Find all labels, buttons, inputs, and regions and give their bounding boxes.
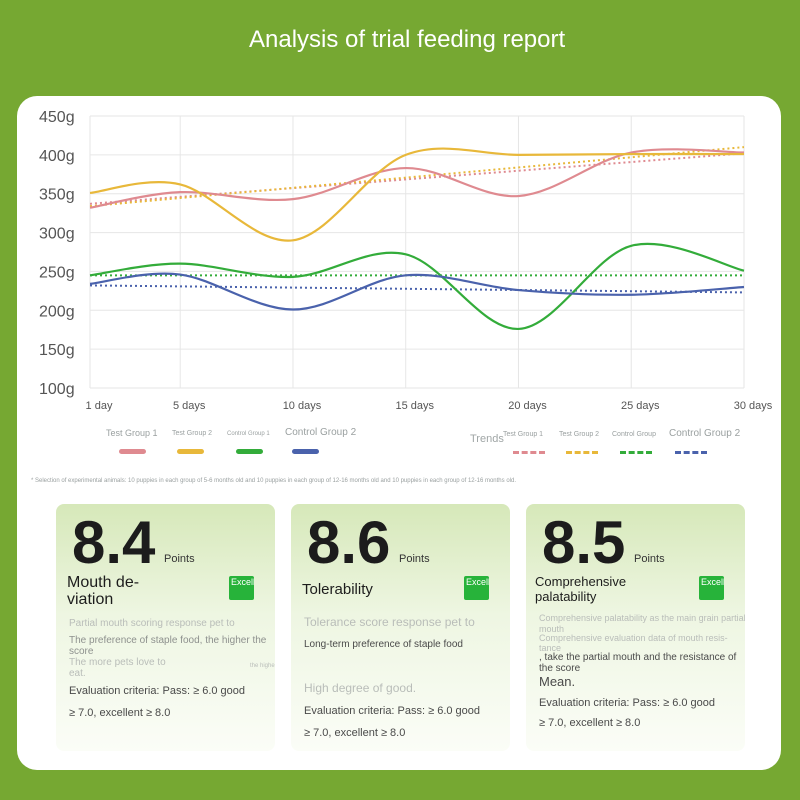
desc-line: Tolerance score response pet to <box>304 615 475 629</box>
series-line <box>89 242 745 331</box>
trend-line <box>89 146 745 208</box>
card-title-line: Comprehensive <box>535 574 627 589</box>
desc-line: tance <box>539 643 562 653</box>
x-tick-label: 5 days <box>173 400 206 412</box>
trend-line <box>89 152 745 205</box>
trend-legend-dash <box>566 451 598 454</box>
legend-swatch <box>177 449 204 454</box>
footnote: * Selection of experimental animals: 10 … <box>31 478 516 484</box>
y-tick-label: 450g <box>39 109 75 126</box>
y-tick-label: 200g <box>39 303 75 320</box>
desc-line: High degree of good. <box>304 681 417 695</box>
page-title: Analysis of trial feeding report <box>249 26 566 53</box>
points-label: Points <box>634 553 665 565</box>
legend-label: Control Group 2 <box>285 427 357 438</box>
legend-swatch <box>119 449 146 454</box>
card-title-line: Mouth de- <box>67 574 140 591</box>
y-tick-label: 150g <box>39 342 75 359</box>
desc-line: score <box>69 646 94 657</box>
trend-legend-label: Test Group 2 <box>559 431 600 438</box>
score-value: 8.5 <box>542 509 626 576</box>
legend-label: Test Group 1 <box>106 428 158 438</box>
series-line <box>89 147 745 242</box>
excellent-badge: Excellent <box>699 576 724 600</box>
criteria-line: Evaluation criteria: Pass: ≥ 6.0 good <box>539 697 716 709</box>
y-tick-label: 350g <box>39 187 75 204</box>
desc-line: the score <box>539 663 581 674</box>
y-tick-label: 300g <box>39 226 75 243</box>
series-line <box>89 272 745 311</box>
card-title: Mouth de- viation <box>67 574 139 608</box>
legend-swatch <box>292 449 319 454</box>
desc-line: Comprehensive palatability as the main g… <box>539 613 745 623</box>
trend-legend-label: Test Group 1 <box>503 431 544 438</box>
trend-line <box>89 284 745 294</box>
card-title-line: Tolerability <box>302 581 373 598</box>
y-tick-label: 250g <box>39 264 75 281</box>
legend-label: Control Group 1 <box>227 431 270 437</box>
desc-line: mouth <box>539 624 565 634</box>
desc-line: eat. <box>69 668 86 679</box>
card-title-line: palatability <box>535 589 597 604</box>
legend-swatch <box>236 449 263 454</box>
card-title: Tolerability <box>302 581 373 598</box>
x-tick-label: 25 days <box>621 400 660 412</box>
desc-line: The preference of staple food, the highe… <box>69 635 267 646</box>
criteria-line: ≥ 7.0, excellent ≥ 8.0 <box>304 727 406 739</box>
excellent-badge: Excellent <box>229 576 254 600</box>
x-tick-label: 20 days <box>508 400 547 412</box>
y-tick-label: 400g <box>39 148 75 165</box>
score-card-comprehensive-palatability: 8.5 Points Comprehensive palatability Ex… <box>526 504 745 751</box>
excellent-badge: Excellent <box>464 576 489 600</box>
criteria-line: ≥ 7.0, excellent ≥ 8.0 <box>539 717 641 729</box>
x-tick-label: 15 days <box>395 400 434 412</box>
score-value: 8.4 <box>72 509 156 576</box>
criteria-line: ≥ 7.0, excellent ≥ 8.0 <box>69 707 171 719</box>
score-card-mouth-deviation: 8.4 Points Mouth de- viation Excellent P… <box>56 504 275 751</box>
card-title-line: viation <box>67 591 114 608</box>
series-line <box>89 148 745 209</box>
legend-label: Test Group 2 <box>172 430 213 437</box>
criteria-line: Evaluation criteria: Pass: ≥ 6.0 good <box>69 685 246 697</box>
x-tick-label: 30 days <box>734 400 773 412</box>
score-card-tolerability: 8.6 Points Tolerability Excellent Tolera… <box>291 504 510 751</box>
trend-legend-dash <box>513 451 545 454</box>
trend-legend-label: Control Group <box>612 431 656 438</box>
desc-line: Partial mouth scoring response pet to <box>69 618 235 629</box>
desc-line: The more pets love to <box>69 657 166 668</box>
x-tick-label: 10 days <box>283 400 322 412</box>
criteria-line: Evaluation criteria: Pass: ≥ 6.0 good <box>304 705 481 717</box>
desc-line: , take the partial mouth and the resista… <box>539 652 737 663</box>
desc-line: Comprehensive evaluation data of mouth r… <box>539 633 728 643</box>
trends-label: Trends <box>470 433 504 445</box>
score-value: 8.6 <box>307 509 391 576</box>
trend-legend-label: Control Group 2 <box>669 428 741 439</box>
trend-legend-dash <box>620 451 652 454</box>
points-label: Points <box>164 553 195 565</box>
report-panel: 100g 150g 200g 250g 300g 350g 400g 450g 1 day 5 … <box>17 96 781 770</box>
desc-line: Mean. <box>539 674 576 689</box>
card-title: Comprehensive palatability <box>535 574 626 604</box>
desc-line: Long-term preference of staple food <box>304 639 463 650</box>
trend-legend-dash <box>675 451 707 454</box>
y-tick-label: 100g <box>39 381 75 398</box>
desc-line: the higher the score, the higher the lon… <box>250 663 275 669</box>
x-tick-label: 1 day <box>86 400 113 412</box>
line-chart: 100g 150g 200g 250g 300g 350g 400g 450g 1 day 5 … <box>39 109 773 412</box>
points-label: Points <box>399 553 430 565</box>
